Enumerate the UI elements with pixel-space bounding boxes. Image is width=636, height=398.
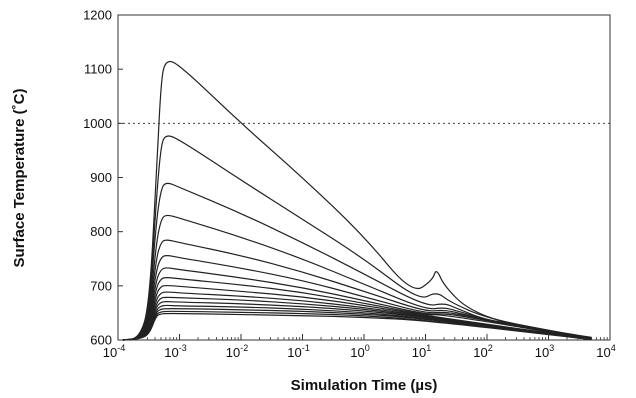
y-tick-label: 700	[90, 278, 112, 293]
y-tick-label: 600	[90, 333, 112, 348]
y-tick-label: 800	[90, 224, 112, 239]
y-tick-label: 1100	[84, 62, 112, 77]
series-line-16	[122, 312, 592, 341]
x-tick-label: 104	[596, 343, 615, 360]
series-line-4	[122, 214, 592, 341]
series-line-3	[122, 182, 593, 341]
y-tick-label: 1000	[83, 116, 112, 131]
x-axis: 10-4 10-3 10-2 10-1 100 101 102 103 104	[103, 334, 616, 360]
x-tick-label: 10-3	[164, 343, 186, 360]
y-axis: 600 700 800 900 1000 1100 1200	[83, 8, 123, 348]
y-tick-label: 900	[90, 170, 112, 185]
y-tick-label: 1200	[83, 8, 112, 23]
x-axis-title: Simulation Time (µs)	[291, 377, 438, 394]
x-tick-label: 102	[473, 343, 492, 360]
series-line-1	[122, 60, 592, 341]
series-group	[122, 60, 593, 341]
series-line-7	[122, 267, 592, 341]
series-line-5	[122, 239, 592, 341]
series-line-11	[122, 296, 592, 341]
x-tick-label: 10-4	[103, 343, 125, 360]
x-tick-label: 100	[350, 343, 369, 360]
series-line-2	[122, 135, 593, 341]
x-tick-label: 101	[412, 343, 431, 360]
x-tick-label: 10-2	[226, 343, 248, 360]
x-tick-label: 103	[535, 343, 554, 360]
x-tick-label: 10-1	[287, 343, 309, 360]
y-axis-title: Surface Temperature (˚C)	[11, 89, 28, 268]
plot-area	[117, 14, 611, 341]
series-line-6	[122, 255, 592, 341]
